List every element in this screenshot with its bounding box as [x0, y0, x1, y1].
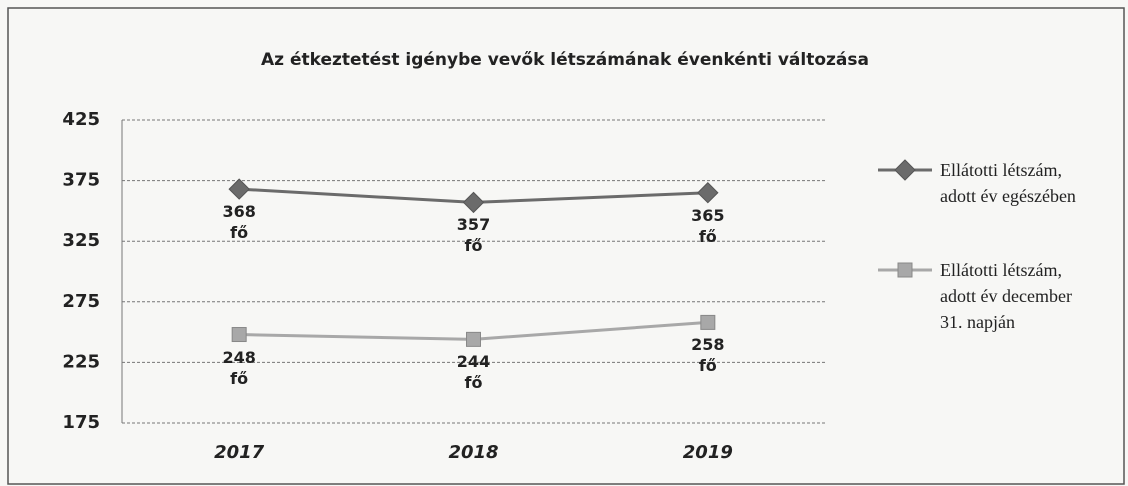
data-label: 368 fő [222, 202, 256, 243]
x-tick-label: 2018 [448, 442, 498, 463]
marker [228, 178, 250, 200]
chart-title: Az étkeztetést igénybe vevők létszámának… [261, 50, 869, 70]
x-tick-label: 2019 [683, 442, 733, 463]
marker [697, 182, 719, 204]
legend-marker [894, 159, 916, 181]
y-tick-label: 425 [62, 109, 100, 130]
legend-label: Ellátotti létszám, adott év december 31.… [940, 260, 1072, 332]
data-label: 248 fő [222, 347, 256, 388]
marker [466, 331, 481, 347]
y-tick-label: 375 [62, 170, 100, 191]
frame [7, 7, 1125, 485]
marker [462, 191, 485, 214]
legend-marker [897, 262, 913, 278]
y-tick-label: 275 [62, 291, 100, 312]
marker [700, 314, 716, 330]
marker [231, 327, 247, 343]
data-label: 365 fő [691, 205, 725, 246]
data-label: 244 fő [456, 352, 491, 393]
y-tick-label: 225 [62, 351, 100, 372]
legend-label: Ellátotti létszám, adott év egészében [940, 160, 1076, 206]
y-tick-label: 175 [62, 412, 100, 433]
y-tick-label: 325 [62, 230, 100, 251]
data-label: 258 fő [691, 335, 725, 376]
x-tick-label: 2017 [214, 442, 265, 463]
data-label: 357 fő [456, 215, 491, 256]
